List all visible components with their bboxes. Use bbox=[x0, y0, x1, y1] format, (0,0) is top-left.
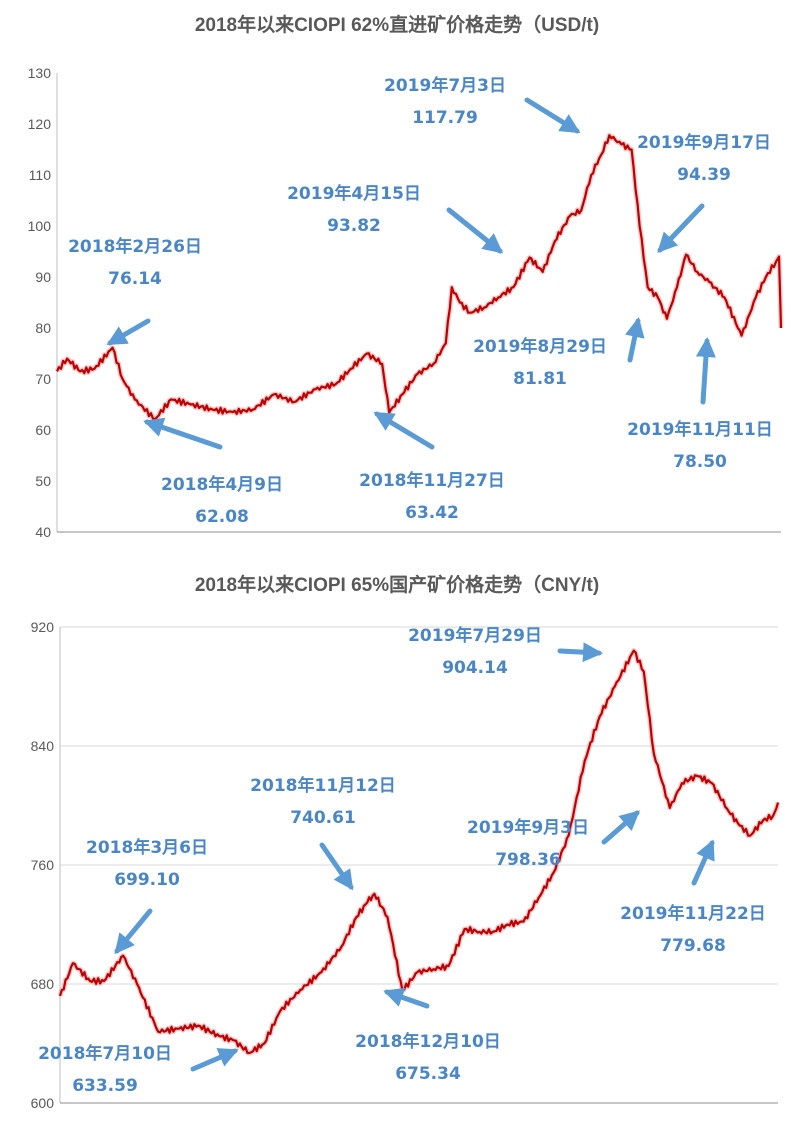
annotation-value: 78.50 bbox=[673, 452, 727, 472]
annotation: 2019年7月29日 904.14 bbox=[408, 625, 603, 678]
y-tick-label: 80 bbox=[35, 320, 51, 336]
y-tick-label: 760 bbox=[31, 857, 55, 873]
y-tick-label: 130 bbox=[28, 65, 52, 81]
annotation-arrow bbox=[657, 203, 705, 253]
annotation-value: 117.79 bbox=[412, 108, 478, 128]
annotation-date: 2019年7月29日 bbox=[408, 625, 542, 646]
annotation-arrow bbox=[319, 842, 354, 891]
y-tick-label: 120 bbox=[28, 116, 52, 132]
annotation-arrow bbox=[373, 411, 435, 450]
annotation: 2019年8月29日 81.81 bbox=[473, 317, 645, 389]
annotation-date: 2019年9月3日 bbox=[467, 817, 589, 838]
chart-title: 2018年以来CIOPI 65%国产矿价格走势（CNY/t) bbox=[194, 575, 600, 596]
annotation-value: 76.14 bbox=[108, 269, 162, 289]
annotation-arrow bbox=[114, 908, 153, 955]
annotation-date: 2018年11月27日 bbox=[359, 470, 505, 491]
annotation: 2018年2月26日 76.14 bbox=[68, 236, 202, 346]
annotation-date: 2018年4月9日 bbox=[161, 474, 283, 495]
y-tick-label: 60 bbox=[35, 422, 51, 438]
annotation: 2019年7月3日 117.79 bbox=[384, 75, 581, 134]
annotation: 2018年12月10日 675.34 bbox=[355, 987, 501, 1084]
y-tick-label: 920 bbox=[31, 619, 55, 635]
annotation-value: 675.34 bbox=[395, 1064, 461, 1084]
chart-title: 2018年以来CIOPI 62%直进矿价格走势（USD/t) bbox=[194, 15, 600, 36]
annotation: 2018年11月27日 63.42 bbox=[359, 411, 505, 523]
annotation-arrow bbox=[446, 207, 504, 254]
annotation-arrow bbox=[524, 97, 581, 134]
y-tick-label: 600 bbox=[31, 1095, 55, 1111]
series-line-shadow bbox=[54, 132, 784, 422]
y-tick-label: 840 bbox=[31, 738, 55, 754]
y-tick-label: 50 bbox=[35, 473, 51, 489]
y-tick-label: 110 bbox=[29, 167, 52, 183]
annotation-date: 2019年7月3日 bbox=[384, 75, 506, 96]
annotation-value: 779.68 bbox=[660, 936, 726, 956]
annotation-arrow bbox=[557, 642, 603, 663]
chart-canvas: 600 680 760 840 920 2018年3月6日 699.10 2018年7月10日… bbox=[31, 619, 781, 1111]
y-tick-label: 40 bbox=[35, 524, 51, 540]
annotation-value: 94.39 bbox=[677, 165, 731, 185]
y-tick-label: 680 bbox=[31, 976, 55, 992]
annotation-date: 2019年4月15日 bbox=[287, 183, 421, 204]
annotation-value: 93.82 bbox=[327, 216, 381, 236]
annotation-arrow bbox=[695, 337, 716, 405]
annotation-arrow bbox=[624, 317, 645, 363]
annotation-arrow bbox=[383, 987, 430, 1009]
iron-ore-cny-chart: 2018年以来CIOPI 65%国产矿价格走势（CNY/t) 600 680 760… bbox=[0, 560, 794, 1123]
annotation-date: 2019年8月29日 bbox=[473, 336, 607, 357]
annotation-value: 633.59 bbox=[72, 1076, 138, 1096]
y-tick-label: 70 bbox=[35, 371, 51, 387]
annotation-value: 699.10 bbox=[114, 870, 180, 890]
annotation-date: 2018年12月10日 bbox=[355, 1031, 501, 1052]
annotation-date: 2019年9月17日 bbox=[637, 132, 771, 153]
annotation: 2019年9月17日 94.39 bbox=[637, 132, 771, 253]
iron-ore-usd-chart: 2018年以来CIOPI 62%直进矿价格走势（USD/t) 40 50 60 70 8… bbox=[0, 0, 794, 560]
annotation-value: 62.08 bbox=[195, 507, 249, 527]
annotation: 2019年4月15日 93.82 bbox=[287, 183, 504, 254]
series-line bbox=[58, 649, 780, 1055]
annotation-arrow bbox=[106, 318, 151, 346]
annotation-value: 63.42 bbox=[405, 503, 459, 523]
annotation-arrow bbox=[190, 1048, 239, 1072]
annotation-value: 904.14 bbox=[442, 658, 508, 678]
annotation-arrow bbox=[143, 417, 223, 450]
annotation-date: 2018年3月6日 bbox=[86, 837, 208, 858]
annotation-arrow bbox=[601, 810, 641, 845]
y-tick-label: 100 bbox=[28, 218, 52, 234]
annotation-value: 798.36 bbox=[495, 850, 561, 870]
annotation: 2018年3月6日 699.10 bbox=[86, 837, 208, 955]
annotation: 2018年11月12日 740.61 bbox=[250, 775, 396, 891]
annotation-date: 2018年2月26日 bbox=[68, 236, 202, 257]
annotation: 2018年7月10日 633.59 bbox=[38, 1043, 239, 1096]
chart-canvas: 4050607080901001101201302018年2月26日76.142… bbox=[28, 65, 784, 540]
annotation-value: 81.81 bbox=[513, 369, 567, 389]
y-tick-label: 90 bbox=[35, 269, 51, 285]
annotation: 2019年9月3日 798.36 bbox=[467, 810, 641, 870]
annotation-arrow bbox=[691, 839, 715, 886]
annotation: 2018年4月9日 62.08 bbox=[143, 417, 283, 527]
annotation: 2019年11月22日 779.68 bbox=[620, 839, 766, 956]
annotation-date: 2018年7月10日 bbox=[38, 1043, 172, 1064]
annotation-date: 2018年11月12日 bbox=[250, 775, 396, 796]
annotation-date: 2019年11月11日 bbox=[627, 419, 773, 440]
annotation-value: 740.61 bbox=[290, 808, 356, 828]
annotation-date: 2019年11月22日 bbox=[620, 903, 766, 924]
series-line bbox=[56, 134, 783, 421]
annotation: 2019年11月11日 78.50 bbox=[627, 337, 773, 472]
